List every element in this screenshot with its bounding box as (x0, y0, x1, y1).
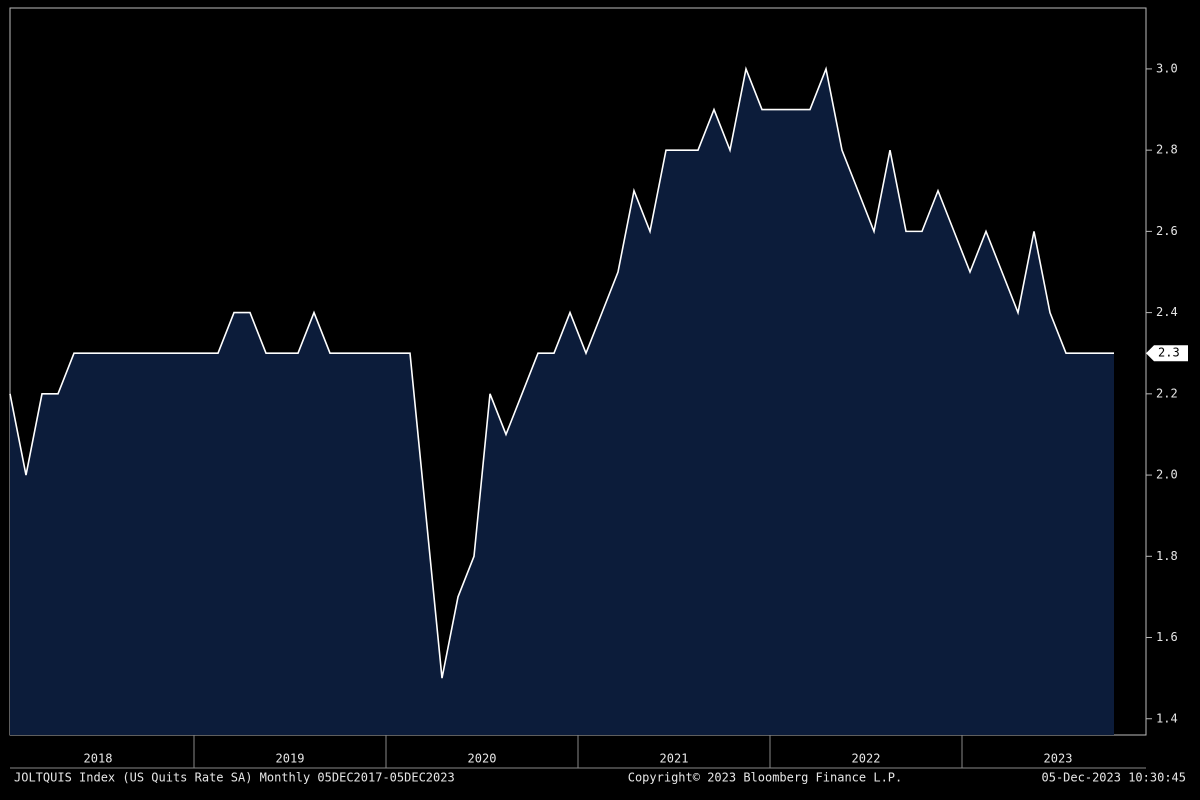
y-tick-label: 1.4 (1156, 711, 1178, 725)
footer-center: Copyright© 2023 Bloomberg Finance L.P. (628, 771, 903, 785)
x-tick-label: 2019 (276, 752, 305, 766)
y-tick-label: 2.8 (1156, 143, 1178, 157)
last-value-tag (1146, 345, 1188, 362)
footer-left: JOLTQUIS Index (US Quits Rate SA) Monthl… (14, 771, 455, 785)
y-tick-label: 2.6 (1156, 224, 1178, 238)
line (9, 66, 1114, 679)
footer-right: 05-Dec-2023 10:30:45 (1042, 771, 1187, 785)
y-tick-label: 1.8 (1156, 549, 1178, 563)
y-tick-label: 2.0 (1156, 468, 1178, 482)
last-value-label: 2.3 (1158, 346, 1180, 360)
x-tick-label: 2018 (84, 752, 113, 766)
x-tick-label: 2020 (468, 752, 497, 766)
area-fill (10, 68, 1114, 735)
x-tick-label: 2021 (660, 752, 689, 766)
y-tick-label: 2.2 (1156, 386, 1178, 400)
y-tick-label: 3.0 (1156, 61, 1178, 75)
y-tick-label: 2.4 (1156, 305, 1178, 319)
y-tick-label: 1.6 (1156, 630, 1178, 644)
x-tick-label: 2022 (852, 752, 881, 766)
x-tick-label: 2023 (1044, 752, 1073, 766)
